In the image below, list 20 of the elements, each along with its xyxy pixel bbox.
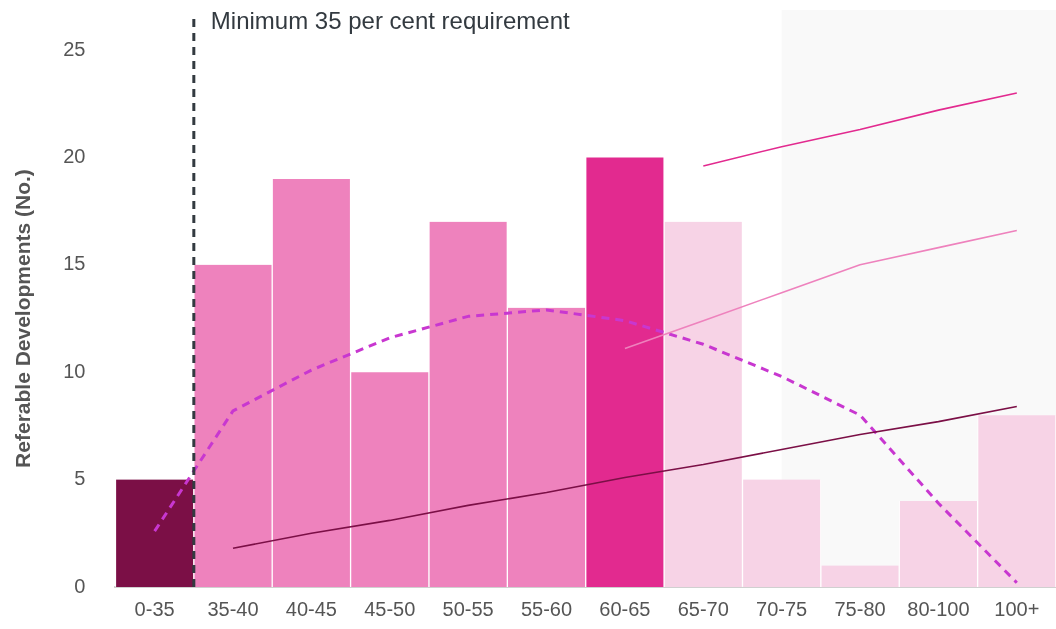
y-tick-label: 0 [74,574,86,597]
x-tick-label: 35-40 [207,597,259,620]
x-tick-label: 80-100 [907,597,970,620]
y-tick-label: 25 [63,37,86,60]
y-tick-label: 5 [74,467,86,490]
x-tick-label: 50-55 [442,597,494,620]
text: Minimum 35 per cent requirement [210,6,570,34]
x-tick-label: 75-80 [834,597,886,620]
y-tick-label: 20 [63,144,86,167]
x-tick-label: 70-75 [756,597,808,620]
x-tick-label: 100+ [994,597,1040,620]
x-tick-label: 60-65 [599,597,651,620]
y-tick-label: 10 [63,359,86,382]
y-tick-label: 15 [63,252,86,275]
x-tick-label: 0-35 [134,597,175,620]
x-tick-label: 45-50 [364,597,416,620]
x-tick-label: 55-60 [520,597,573,620]
y-axis-title: Referable Developments (No.) [11,169,35,468]
x-tick-label: 40-45 [285,597,337,620]
x-tick-label: 65-70 [677,597,729,620]
